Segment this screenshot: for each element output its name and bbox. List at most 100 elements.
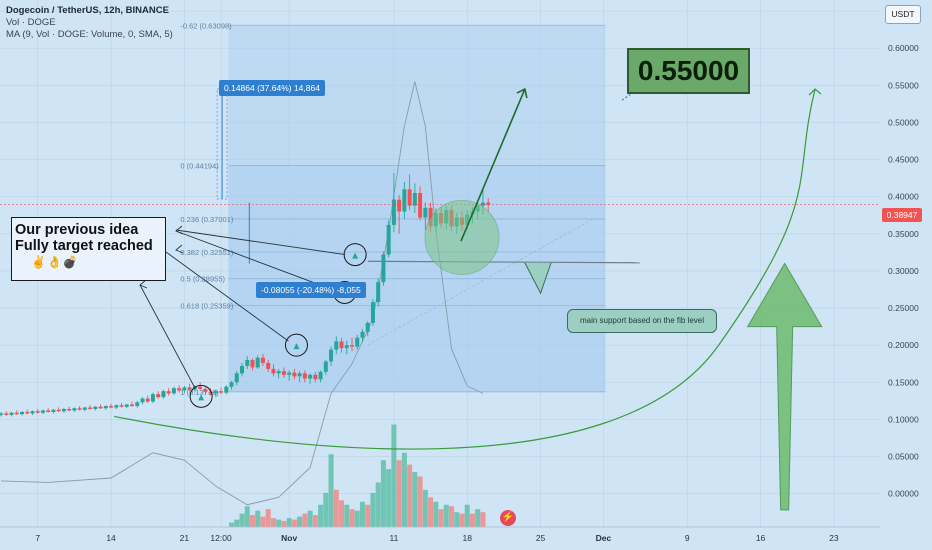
candle-body — [350, 345, 354, 347]
volume-bar — [480, 512, 486, 527]
volume-bar — [239, 513, 245, 527]
volume-bar — [323, 492, 329, 527]
candle-body — [245, 359, 250, 366]
idea-line-1: Our previous idea — [15, 222, 139, 238]
idea-emoji: ✌️👌💣 — [31, 255, 79, 269]
candle-body — [391, 199, 396, 225]
volume-bar — [344, 504, 350, 527]
measure-down-label[interactable]: -0.08055 (-20.48%) -8,055 — [256, 282, 366, 298]
volume-bar — [229, 522, 235, 527]
candle-body — [182, 387, 187, 391]
candle-body — [88, 407, 93, 409]
volume-bar — [265, 509, 271, 527]
candle-body — [156, 394, 161, 398]
y-axis-background — [880, 0, 932, 550]
volume-bar — [359, 501, 365, 527]
target-leader — [621, 89, 638, 101]
candle-body — [271, 368, 276, 374]
y-tick-label: 0.35000 — [888, 229, 919, 239]
volume-bar — [328, 454, 334, 527]
volume-bar — [412, 472, 418, 527]
candle-body — [250, 359, 255, 368]
candle-body — [198, 386, 203, 389]
candle-body — [82, 407, 87, 410]
candle-body — [313, 374, 318, 380]
candle-body — [0, 413, 4, 415]
buy-signal-icon — [352, 252, 359, 259]
volume-bar — [464, 504, 470, 527]
fib-level-label: 0 (0.44194) — [180, 162, 219, 171]
candle-body — [98, 406, 103, 409]
volume-bar — [291, 519, 297, 527]
candle-body — [9, 412, 14, 415]
volume-bar — [333, 489, 339, 527]
symbol-title[interactable]: Dogecoin / TetherUS, 12h, BINANCE — [6, 5, 169, 16]
volume-bar — [297, 516, 303, 527]
volume-bar — [454, 512, 460, 527]
x-tick-label: 23 — [829, 533, 839, 543]
currency-button[interactable]: USDT — [885, 5, 921, 24]
candle-body — [30, 411, 35, 414]
candle-body — [171, 388, 176, 394]
measure-up-label[interactable]: 0.14864 (37.64%) 14,864 — [219, 80, 325, 96]
x-tick-label: 9 — [685, 533, 690, 543]
x-tick-label: 21 — [180, 533, 190, 543]
y-tick-label: 0.55000 — [888, 80, 919, 90]
candle-body — [150, 394, 155, 402]
pointer-line — [175, 229, 346, 256]
fib-level-label: 0.236 (0.37001) — [180, 215, 233, 224]
volume-bar — [312, 515, 318, 527]
candle-body — [187, 387, 192, 390]
y-tick-label: 0.30000 — [888, 266, 919, 276]
candle-body — [93, 406, 98, 409]
candle-body — [370, 302, 375, 323]
volume-bar — [255, 510, 261, 527]
pointer-line — [165, 251, 289, 342]
previous-idea-note[interactable]: Our previous idea Fully target reached ✌… — [11, 217, 166, 281]
volume-bar — [244, 506, 250, 527]
ma-indicator-label[interactable]: MA (9, Vol · DOGE: Volume, 0, SMA, 5) — [6, 29, 173, 40]
candle-body — [365, 322, 370, 332]
target-arrow-line — [460, 88, 526, 242]
candle-body — [260, 357, 265, 363]
y-tick-label: 0.50000 — [888, 117, 919, 127]
candle-body — [308, 374, 313, 379]
x-tick-label: 7 — [35, 533, 40, 543]
x-tick-label: 25 — [536, 533, 546, 543]
idea-line-2: Fully target reached — [15, 238, 153, 254]
candle-body — [486, 202, 491, 205]
volume-bar — [234, 519, 240, 527]
fib-level-label: -0.62 (0.63098) — [180, 21, 232, 30]
volume-bar — [260, 516, 266, 527]
candle-body — [397, 199, 402, 212]
candle-body — [114, 405, 119, 408]
volume-bar — [249, 515, 255, 527]
candle-body — [124, 404, 129, 407]
candle-body — [72, 408, 77, 411]
volume-indicator-label[interactable]: Vol · DOGE — [6, 17, 56, 28]
target-price-box[interactable]: 0.55000 — [627, 48, 750, 94]
candle-body — [386, 224, 391, 255]
volume-bar — [281, 521, 287, 527]
candle-body — [67, 408, 72, 411]
candle-body — [344, 345, 349, 349]
volume-bar — [391, 424, 397, 527]
candle-body — [276, 371, 281, 374]
candle-body — [376, 282, 381, 303]
y-tick-label: 0.00000 — [888, 489, 919, 499]
candle-body — [287, 372, 292, 375]
y-tick-label: 0.60000 — [888, 43, 919, 53]
big-up-arrow-icon — [746, 262, 823, 511]
candle-body — [213, 391, 218, 394]
volume-bar — [270, 518, 276, 527]
tradingview-flash-icon[interactable]: ⚡ — [500, 510, 516, 526]
support-callout[interactable]: main support based on the fib level — [567, 309, 717, 333]
y-tick-label: 0.45000 — [888, 155, 919, 165]
support-line — [367, 260, 641, 264]
target-arrow-head — [516, 87, 528, 99]
volume-bar — [339, 500, 345, 527]
volume-bar — [380, 460, 386, 527]
y-tick-label: 0.10000 — [888, 414, 919, 424]
candle-body — [266, 362, 271, 369]
